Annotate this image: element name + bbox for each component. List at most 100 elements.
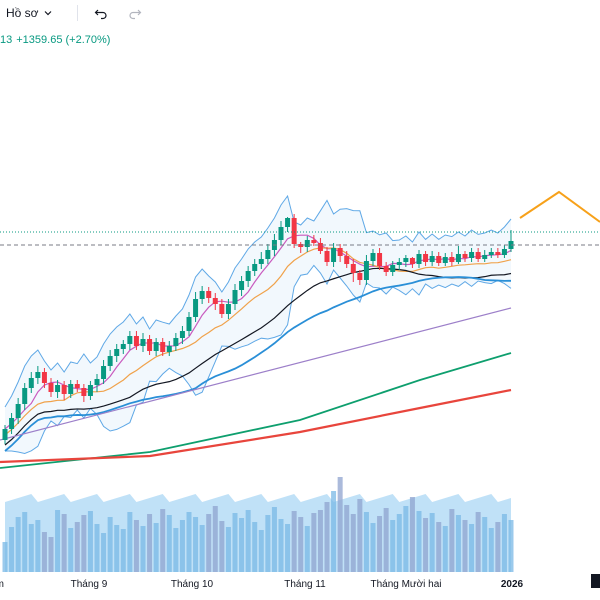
toolbar-divider [76, 5, 78, 21]
volume-bar [87, 511, 93, 572]
volume-bar [324, 502, 330, 572]
volume-bar [68, 528, 74, 572]
volume-bar [423, 518, 429, 572]
volume-bar [495, 522, 501, 572]
candle-body [304, 240, 310, 247]
candle-body [482, 255, 488, 259]
candlestick-series [2, 214, 514, 444]
candle-body [153, 342, 159, 351]
volume-bar [120, 529, 126, 572]
candle-body [35, 372, 41, 378]
volume-bar [344, 505, 350, 572]
volume-bar [186, 512, 192, 572]
volume-bar [258, 530, 264, 572]
candle-body [147, 339, 153, 351]
x-axis-label: Tháng 11 [284, 579, 326, 590]
volume-bar [41, 532, 47, 572]
redo-button[interactable] [124, 2, 146, 24]
candle-body [501, 249, 507, 255]
candle-body [258, 259, 264, 264]
volume-bar [488, 528, 494, 572]
profile-menu-button[interactable]: Hồ sơ [6, 6, 53, 20]
price-change: +1359.65 (+2.70%) [16, 34, 111, 46]
candle-body [298, 244, 304, 247]
volume-bar [350, 514, 356, 572]
candle-body [350, 264, 356, 273]
volume-bar [2, 542, 8, 572]
volume-bar [271, 507, 277, 572]
candle-body [87, 385, 93, 396]
ticker-info: 13 +1359.65 (+2.70%) [0, 34, 114, 46]
volume-bar [331, 491, 337, 572]
volume-bar [127, 512, 133, 572]
volume-bar [285, 524, 291, 572]
candle-body [68, 384, 74, 394]
candle-body [94, 379, 100, 385]
candle-body [9, 418, 15, 429]
volume-bar [252, 522, 258, 572]
candle-body [74, 384, 80, 388]
volume-bar [239, 518, 245, 572]
candle-body [22, 388, 28, 404]
volume-bar [245, 510, 251, 572]
candle-body [324, 251, 330, 262]
candle-body [337, 248, 343, 256]
candle-body [370, 253, 376, 261]
candle-body [101, 366, 107, 379]
volume-bar [212, 506, 218, 572]
candle-body [252, 264, 258, 271]
candle-body [15, 404, 21, 418]
bollinger-fill [5, 196, 511, 454]
candle-body [193, 299, 199, 317]
candle-body [265, 250, 271, 259]
volume-bar [482, 517, 488, 572]
candle-body [449, 257, 455, 262]
volume-bar [55, 510, 61, 572]
candle-body [291, 218, 297, 244]
volume-bar [265, 515, 271, 572]
candle-body [179, 331, 185, 338]
candle-body [2, 429, 8, 440]
candle-body [409, 258, 415, 264]
candle-body [396, 262, 402, 265]
candle-body [383, 266, 389, 272]
candle-body [495, 252, 501, 255]
candle-body [331, 248, 337, 262]
x-axis-label: Tháng Mười hai [370, 579, 441, 590]
bollinger-upper [4, 194, 512, 408]
volume-bar [160, 509, 166, 572]
candle-body [442, 257, 448, 263]
volume-bar [199, 525, 205, 572]
candle-body [469, 252, 475, 258]
volume-bar [298, 517, 304, 572]
candle-body [186, 317, 192, 331]
candle-body [114, 349, 120, 356]
volume-bar [48, 537, 54, 572]
redo-icon [129, 9, 141, 20]
volume-bar [409, 497, 415, 572]
volume-bar [166, 515, 172, 572]
candle-body [311, 240, 317, 243]
candle-body [363, 261, 369, 280]
candle-body [48, 383, 54, 392]
profile-label: Hồ sơ [6, 6, 39, 20]
candle-body [120, 344, 126, 349]
volume-bar [22, 512, 28, 572]
volume-bar [429, 513, 435, 572]
candle-body [239, 281, 245, 290]
candle-body [357, 273, 363, 280]
candle-body [475, 252, 481, 259]
volume-bar [193, 517, 199, 572]
volume-bar [206, 514, 212, 572]
volume-bar [179, 520, 185, 572]
volume-bar [455, 515, 461, 572]
candle-body [127, 336, 133, 344]
candle-body [160, 342, 166, 352]
volume-bar [317, 510, 323, 572]
x-axis-label: Tháng 10 [171, 579, 214, 590]
volume-bar [140, 526, 146, 572]
undo-button[interactable] [90, 2, 112, 24]
volume-bar [232, 513, 238, 572]
volume-bar [501, 514, 507, 572]
